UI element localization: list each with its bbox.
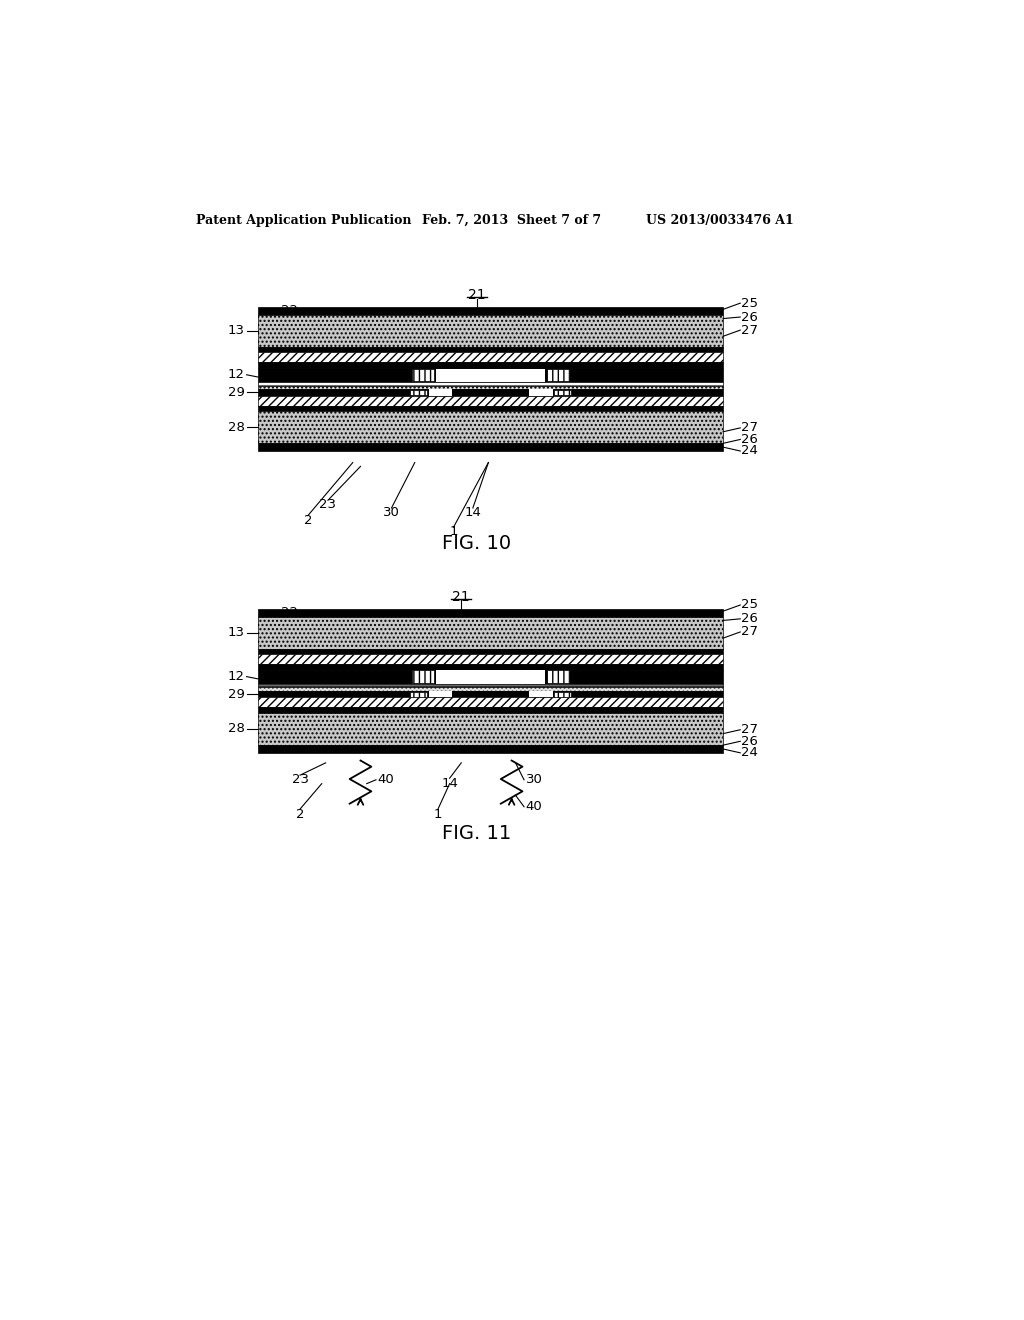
Bar xyxy=(258,347,723,352)
Text: 1: 1 xyxy=(450,525,458,539)
Text: 1: 1 xyxy=(434,808,442,821)
Text: 26: 26 xyxy=(741,433,758,446)
Bar xyxy=(258,381,723,385)
Text: 2: 2 xyxy=(303,513,312,527)
Text: 27: 27 xyxy=(741,323,758,337)
Bar xyxy=(547,368,569,381)
Text: 24: 24 xyxy=(741,445,758,458)
Text: 13: 13 xyxy=(228,325,245,338)
Bar xyxy=(554,391,571,395)
Text: 28: 28 xyxy=(228,722,245,735)
Text: 2: 2 xyxy=(296,808,304,821)
Bar xyxy=(258,389,723,396)
Bar xyxy=(258,411,723,444)
Text: US 2013/0033476 A1: US 2013/0033476 A1 xyxy=(646,214,794,227)
Text: 25: 25 xyxy=(741,598,758,611)
Bar xyxy=(258,368,723,381)
Bar xyxy=(413,368,434,381)
Text: 21: 21 xyxy=(468,289,485,302)
Text: 29: 29 xyxy=(228,688,245,701)
Text: 29: 29 xyxy=(228,385,245,399)
Bar xyxy=(547,671,569,682)
Text: FIG. 11: FIG. 11 xyxy=(442,824,511,843)
Bar xyxy=(258,352,723,363)
Text: 23: 23 xyxy=(319,499,337,511)
Text: 22: 22 xyxy=(281,606,298,619)
Text: 26: 26 xyxy=(741,735,758,748)
Text: 40: 40 xyxy=(525,800,543,813)
Text: 24: 24 xyxy=(741,746,758,759)
Text: 12: 12 xyxy=(228,671,245,684)
Text: 26: 26 xyxy=(741,612,758,626)
Text: Feb. 7, 2013  Sheet 7 of 7: Feb. 7, 2013 Sheet 7 of 7 xyxy=(423,214,602,227)
Bar xyxy=(258,444,723,451)
Bar xyxy=(554,692,571,697)
Bar xyxy=(258,609,723,616)
Bar xyxy=(258,744,723,752)
Text: 14: 14 xyxy=(465,506,481,519)
Bar xyxy=(258,697,723,708)
Text: 14: 14 xyxy=(441,777,458,791)
Bar xyxy=(258,708,723,713)
Text: 27: 27 xyxy=(741,723,758,737)
Bar xyxy=(258,713,723,744)
Text: 40: 40 xyxy=(378,774,394,787)
Text: 25: 25 xyxy=(741,297,758,310)
Bar xyxy=(410,391,427,395)
Bar xyxy=(436,671,545,684)
Bar xyxy=(429,389,553,396)
Bar xyxy=(258,692,723,697)
Bar xyxy=(258,616,723,649)
Bar xyxy=(258,314,723,347)
Text: 22: 22 xyxy=(281,305,298,317)
Bar xyxy=(258,688,723,692)
Bar xyxy=(258,405,723,411)
Text: 26: 26 xyxy=(741,310,758,323)
Bar xyxy=(258,655,723,664)
Bar xyxy=(452,692,529,697)
Bar xyxy=(258,616,723,649)
Bar xyxy=(258,314,723,347)
Text: 28: 28 xyxy=(228,421,245,434)
Text: 12: 12 xyxy=(228,368,245,381)
Bar xyxy=(413,671,434,682)
Bar xyxy=(258,308,723,314)
Text: 13: 13 xyxy=(228,626,245,639)
Bar xyxy=(258,669,723,684)
Bar xyxy=(258,664,723,669)
Bar xyxy=(258,385,723,389)
Bar xyxy=(429,692,553,697)
Text: 23: 23 xyxy=(292,774,308,787)
Bar xyxy=(258,684,723,688)
Bar xyxy=(258,396,723,405)
Text: FIG. 10: FIG. 10 xyxy=(442,533,511,553)
Bar xyxy=(410,692,427,697)
Text: 27: 27 xyxy=(741,626,758,639)
Text: 30: 30 xyxy=(383,506,400,519)
Text: 27: 27 xyxy=(741,421,758,434)
Bar xyxy=(258,713,723,744)
Bar xyxy=(436,368,545,381)
Text: Patent Application Publication: Patent Application Publication xyxy=(197,214,412,227)
Bar xyxy=(258,411,723,444)
Bar xyxy=(258,363,723,368)
Text: 21: 21 xyxy=(453,590,470,605)
Bar xyxy=(452,389,529,396)
Bar xyxy=(258,649,723,655)
Text: 30: 30 xyxy=(525,774,543,787)
